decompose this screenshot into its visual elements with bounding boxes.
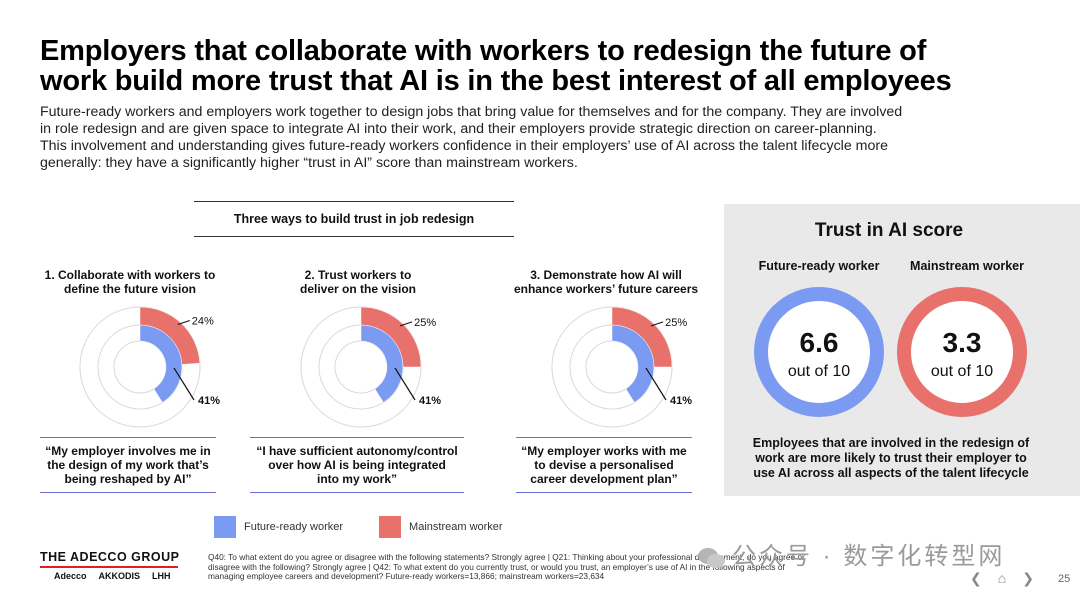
legend-swatch-mainstream bbox=[379, 516, 402, 538]
intro-line: in role redesign and are given space to … bbox=[40, 121, 877, 137]
quote-1: “My employer involves me in the design o… bbox=[40, 437, 216, 493]
trust-circle-future-ready: 6.6 out of 10 bbox=[754, 287, 884, 417]
trust-label-future-ready: Future-ready worker bbox=[758, 259, 880, 273]
legend-label: Mainstream worker bbox=[409, 521, 503, 533]
chart-title-line: define the future vision bbox=[63, 282, 196, 296]
slide-nav: ❮ ⌂ ❯ bbox=[970, 570, 1034, 587]
data-label-mainstream: 24% bbox=[192, 316, 214, 328]
donut-chart-1: 24% 41% bbox=[79, 306, 220, 428]
leader-line-mainstream bbox=[399, 321, 413, 327]
watermark: 公众号 · 数字化转型网 bbox=[696, 536, 1005, 571]
quote-line: over how AI is being integrated bbox=[268, 458, 446, 472]
quote-line: “My employer involves me in bbox=[45, 444, 211, 458]
ways-title: Three ways to build trust in job redesig… bbox=[233, 212, 475, 226]
ways-header: Three ways to build trust in job redesig… bbox=[194, 201, 514, 237]
quote-line: “My employer works with me bbox=[521, 444, 687, 458]
title-line: work build more trust that AI is in the … bbox=[40, 65, 952, 97]
trust-title: Trust in AI score bbox=[814, 220, 964, 241]
chart-title-line: enhance workers’ future careers bbox=[513, 282, 699, 296]
leader-line-mainstream bbox=[650, 321, 664, 327]
chart-column-1: 1. Collaborate with workers to define th… bbox=[30, 268, 230, 296]
footnote-line: Q40: To what extent do you agree or disa… bbox=[208, 552, 805, 562]
intro-line: Future-ready workers and employers work … bbox=[40, 104, 903, 120]
chart-title-line: deliver on the vision bbox=[299, 282, 417, 296]
chart-column-3: 3. Demonstrate how AI will enhance worke… bbox=[506, 268, 706, 296]
wechat-icon bbox=[698, 547, 725, 568]
donut-slice-future-ready bbox=[139, 324, 183, 403]
quote-line: being reshaped by AI” bbox=[64, 472, 192, 486]
title-line: Employers that collaborate with workers … bbox=[40, 35, 927, 67]
legend-swatch-future-ready bbox=[214, 516, 236, 538]
trust-circle-mainstream: 3.3 out of 10 bbox=[897, 287, 1027, 417]
intro-line: This involvement and understanding gives… bbox=[40, 138, 888, 154]
leader-line-future-ready bbox=[645, 367, 667, 401]
page-number: 25 bbox=[1058, 573, 1071, 585]
donut-chart-3: 25% 41% bbox=[551, 306, 692, 428]
chart-title-line: 1. Collaborate with workers to bbox=[44, 268, 216, 282]
donut-hole bbox=[334, 340, 388, 394]
chart-title: 3. Demonstrate how AI will enhance worke… bbox=[506, 268, 706, 296]
chart-title: 2. Trust workers to deliver on the visio… bbox=[258, 268, 458, 296]
data-label-future-ready: 41% bbox=[419, 395, 441, 407]
chart-legend: Future-ready worker Mainstream worker bbox=[214, 516, 529, 538]
intro-line: generally: they have a significantly hig… bbox=[40, 155, 578, 171]
trust-note-line: use AI across all aspects of the talent … bbox=[753, 466, 1029, 480]
footnote-line: managing employee careers and developmen… bbox=[208, 571, 605, 582]
footnote: Q40: To what extent do you agree or disa… bbox=[208, 552, 848, 582]
legend-label: Future-ready worker bbox=[244, 521, 344, 533]
intro-paragraph: Future-ready workers and employers work … bbox=[40, 104, 970, 172]
chart-title: 1. Collaborate with workers to define th… bbox=[30, 268, 230, 296]
trust-ring-mainstream bbox=[897, 287, 1027, 417]
chevron-left-icon[interactable]: ❮ bbox=[970, 570, 982, 586]
leader-line-mainstream bbox=[177, 320, 190, 326]
donut-hole bbox=[585, 340, 639, 394]
quote-line: into my work” bbox=[316, 472, 397, 486]
data-label-mainstream: 25% bbox=[665, 317, 687, 329]
trust-ring-future-ready bbox=[754, 287, 884, 417]
trust-label-mainstream: Mainstream worker bbox=[910, 259, 1024, 273]
donut-slice-future-ready bbox=[360, 324, 404, 403]
company-logo: THE ADECCO GROUP bbox=[40, 550, 180, 564]
trust-note-line: work are more likely to trust their empl… bbox=[755, 451, 1027, 465]
data-label-mainstream: 25% bbox=[414, 317, 436, 329]
leader-line-future-ready bbox=[394, 367, 416, 401]
chevron-right-icon[interactable]: ❯ bbox=[1022, 570, 1034, 586]
home-icon[interactable]: ⌂ bbox=[997, 570, 1007, 586]
brand-lhh: LHH bbox=[152, 571, 171, 581]
quote-line: “I have sufficient autonomy/control bbox=[256, 444, 458, 458]
chart-column-2: 2. Trust workers to deliver on the visio… bbox=[258, 268, 458, 296]
trust-score-future-ready: 6.6 bbox=[800, 327, 839, 358]
brand-akkodis: AKKODIS bbox=[98, 571, 141, 581]
quote-line: the design of my work that’s bbox=[47, 458, 209, 472]
footnote-line: disagree with the following? Strongly ag… bbox=[208, 561, 785, 572]
legend-item-future-ready: Future-ready worker bbox=[214, 516, 343, 538]
data-label-future-ready: 41% bbox=[670, 395, 692, 407]
quote-3: “My employer works with me to devise a p… bbox=[516, 437, 692, 493]
quote-2: “I have sufficient autonomy/control over… bbox=[250, 437, 464, 493]
trust-score-mainstream: 3.3 bbox=[943, 327, 982, 358]
trust-out-of: out of 10 bbox=[788, 363, 850, 380]
page-title: Employers that collaborate with workers … bbox=[40, 36, 1040, 96]
trust-score-panel: Trust in AI score Future-ready worker Ma… bbox=[724, 204, 1080, 496]
data-label-future-ready: 41% bbox=[198, 395, 220, 407]
chart-title-line: 2. Trust workers to bbox=[304, 268, 412, 282]
trust-out-of: out of 10 bbox=[931, 363, 993, 380]
brand-list: Adecco AKKODIS LHH bbox=[54, 571, 171, 581]
quote-line: to devise a personalised bbox=[534, 458, 674, 472]
trust-note-line: Employees that are involved in the redes… bbox=[752, 436, 1030, 450]
legend-item-mainstream: Mainstream worker bbox=[379, 516, 503, 538]
quote-line: career development plan” bbox=[530, 472, 678, 486]
donut-hole bbox=[113, 340, 167, 394]
donut-chart-2: 25% 41% bbox=[300, 306, 441, 428]
trust-note: Employees that are involved in the redes… bbox=[736, 436, 1046, 481]
chart-title-line: 3. Demonstrate how AI will bbox=[530, 268, 682, 282]
donut-slice-future-ready bbox=[611, 324, 655, 403]
brand-adecco: Adecco bbox=[54, 571, 87, 581]
logo-underline bbox=[40, 566, 178, 568]
watermark-text: 公众号 · 数字化转型网 bbox=[732, 543, 1006, 570]
leader-line-future-ready bbox=[173, 367, 195, 401]
